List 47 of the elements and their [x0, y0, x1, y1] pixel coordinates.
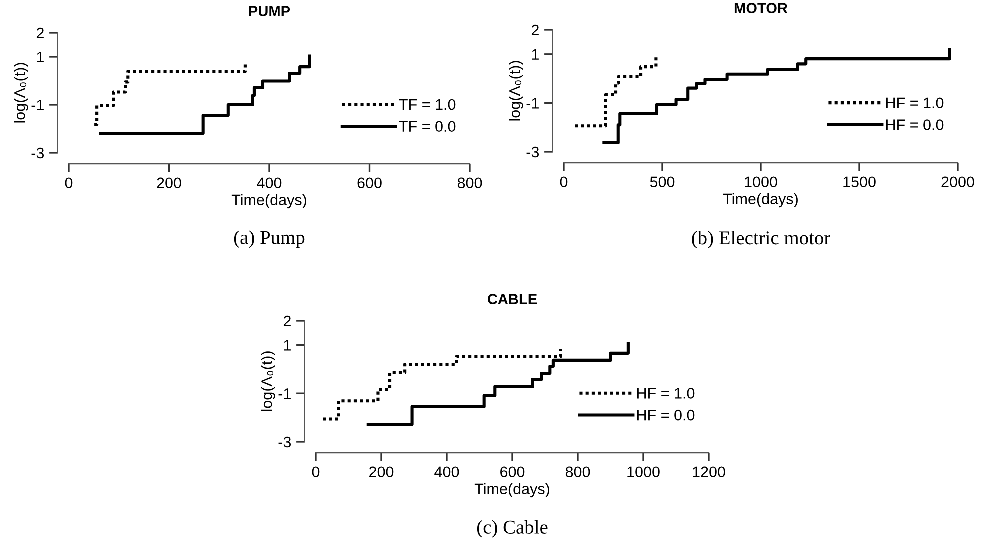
x-tick-label: 200 [157, 178, 182, 189]
chart-title: MOTOR [734, 3, 788, 14]
y-tick-label: 1 [532, 49, 539, 60]
y-tick-label: 2 [532, 24, 539, 36]
y-tick-label: -3 [32, 148, 44, 159]
legend-label: HF = 1.0 [886, 98, 944, 109]
x-tick-label: 0 [65, 178, 73, 189]
chart-title: PUMP [249, 6, 290, 16]
legend-label: HF = 0.0 [886, 120, 944, 130]
legend-label: TF = 1.0 [399, 99, 456, 110]
x-tick-label: 200 [370, 466, 394, 478]
y-tick-label: -1 [278, 388, 291, 400]
x-tick-label: 1200 [693, 466, 726, 478]
y-tick-label: 2 [284, 316, 291, 327]
y-axis-title: log(Λ₀(t)) [261, 352, 276, 412]
x-tick-label: 2000 [942, 176, 974, 188]
y-tick-label: 1 [37, 52, 44, 63]
x-tick-label: 600 [500, 466, 525, 478]
x-tick-label: 0 [560, 176, 568, 188]
text: (a) Pump [234, 230, 305, 248]
x-tick-label: 600 [358, 178, 382, 189]
x-tick-label: 400 [434, 466, 460, 478]
y-tick-label: -1 [526, 98, 539, 109]
y-tick-label: 1 [284, 340, 291, 351]
x-tick-label: 0 [312, 466, 320, 478]
y-axis-title: log(Λ₀(t)) [509, 61, 524, 121]
x-tick-label: 1000 [745, 176, 778, 188]
legend-label: HF = 1.0 [637, 388, 695, 399]
y-tick-label: -3 [278, 436, 292, 448]
legend-label: TF = 0.0 [399, 121, 456, 132]
text: (c) Cable [477, 520, 548, 538]
y-tick-label: -1 [32, 100, 44, 111]
x-axis-title: Time(days) [232, 194, 306, 209]
x-tick-label: 800 [566, 466, 590, 478]
y-tick-label: 2 [36, 28, 44, 39]
x-tick-label: 400 [257, 178, 282, 189]
chart-title: CABLE [488, 294, 538, 304]
x-tick-label: 1000 [628, 466, 660, 478]
x-tick-label: 500 [650, 176, 675, 188]
text: (b) Electric motor [692, 231, 830, 249]
x-axis-title: Time(days) [723, 193, 798, 208]
x-tick-label: 800 [458, 178, 482, 189]
x-tick-label: 1500 [844, 176, 876, 188]
y-tick-label: -3 [526, 146, 540, 158]
y-axis-title: log(Λ₀(t)) [14, 63, 28, 123]
legend-label: HF = 0.0 [637, 410, 695, 421]
x-axis-title: Time(days) [474, 483, 550, 498]
